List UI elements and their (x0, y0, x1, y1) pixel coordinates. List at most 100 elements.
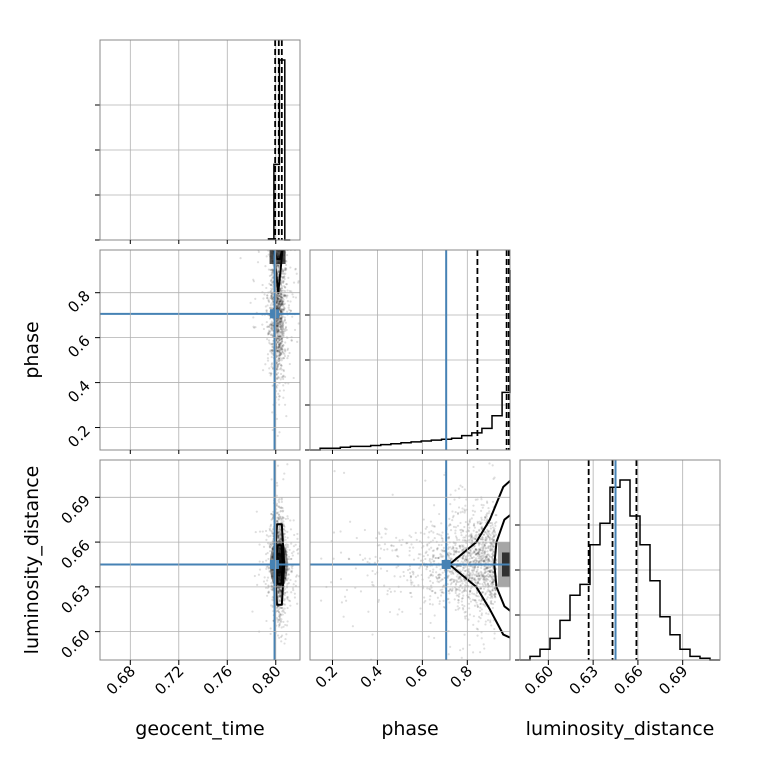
sample-point (289, 309, 292, 312)
sample-point (266, 353, 270, 356)
sample-point (465, 555, 468, 558)
sample-point (266, 297, 269, 300)
sample-point (279, 584, 282, 587)
sample-point (286, 347, 290, 350)
sample-point (478, 553, 481, 556)
sample-point (440, 549, 443, 552)
sample-point (278, 351, 281, 354)
sample-point (278, 339, 281, 342)
sample-point (275, 511, 278, 515)
sample-point (437, 543, 441, 547)
sample-point (458, 592, 461, 596)
sample-point (281, 332, 284, 335)
sample-point (440, 555, 444, 558)
sample-point (275, 376, 279, 379)
sample-point (480, 554, 484, 557)
sample-point (278, 350, 281, 353)
sample-point (480, 574, 483, 577)
sample-point (489, 582, 492, 586)
sample-point (359, 553, 362, 557)
sample-point (456, 524, 460, 527)
sample-point (483, 603, 486, 606)
sample-point (271, 268, 274, 271)
sample-point (455, 580, 459, 584)
sample-point (284, 550, 287, 553)
sample-point (485, 546, 488, 549)
sample-point (268, 325, 271, 328)
sample-point (490, 537, 494, 540)
sample-point (288, 548, 291, 552)
sample-point (281, 276, 284, 279)
panel-frame (99, 39, 301, 241)
sample-point (432, 531, 435, 534)
sample-point (279, 348, 282, 351)
sample-point (461, 557, 464, 560)
sample-point (281, 302, 284, 306)
sample-point (271, 555, 275, 558)
sample-point (451, 519, 454, 522)
sample-point (278, 330, 281, 333)
sample-point (277, 513, 281, 516)
sample-point (481, 559, 484, 562)
sample-point (467, 535, 471, 538)
sample-point (476, 551, 479, 555)
sample-point (282, 280, 285, 283)
sample-point (486, 512, 489, 515)
sample-point (286, 517, 290, 520)
sample-point (286, 545, 289, 549)
sample-point (472, 465, 475, 469)
sample-point (270, 355, 273, 359)
sample-point (467, 595, 470, 599)
sample-point (282, 295, 285, 298)
sample-point (279, 321, 282, 324)
sample-point (479, 587, 482, 590)
sample-point (264, 305, 267, 308)
sample-point (467, 522, 470, 526)
sample-point (277, 589, 280, 592)
sample-point (280, 314, 283, 317)
sample-point (463, 508, 466, 511)
sample-point (468, 574, 471, 578)
sample-point (270, 333, 273, 337)
x-tick-label: 0.4 (357, 662, 387, 692)
sample-point (280, 333, 284, 336)
sample-point (263, 576, 266, 579)
sample-point (371, 583, 374, 586)
sample-point (461, 549, 464, 552)
sample-point (484, 531, 487, 534)
sample-point (475, 560, 478, 563)
sample-point (282, 524, 285, 527)
sample-point (279, 341, 282, 344)
sample-point (296, 549, 299, 552)
sample-point (269, 350, 272, 353)
sample-point (412, 571, 415, 574)
sample-point (491, 570, 495, 574)
sample-point (422, 555, 425, 558)
sample-point (279, 342, 282, 345)
sample-point (276, 333, 279, 336)
sample-point (432, 525, 436, 528)
sample-point (494, 596, 497, 599)
sample-point (462, 544, 465, 547)
sample-point (279, 310, 282, 313)
sample-point (491, 546, 494, 549)
sample-point (278, 299, 281, 302)
sample-point (285, 543, 288, 546)
sample-point (280, 359, 283, 362)
sample-point (473, 566, 476, 569)
x-tick-label: 0.2 (312, 662, 342, 692)
sample-point (277, 271, 280, 274)
sample-point (423, 596, 426, 599)
sample-point (266, 576, 270, 579)
sample-point (276, 324, 279, 327)
sample-point (482, 560, 485, 563)
sample-point (287, 573, 290, 576)
sample-point (461, 485, 464, 489)
sample-point (478, 559, 481, 562)
histogram-step (310, 270, 511, 451)
sample-point (484, 565, 487, 568)
sample-point (491, 577, 495, 580)
sample-point (473, 577, 476, 580)
sample-point (492, 539, 496, 542)
sample-point (483, 581, 486, 584)
